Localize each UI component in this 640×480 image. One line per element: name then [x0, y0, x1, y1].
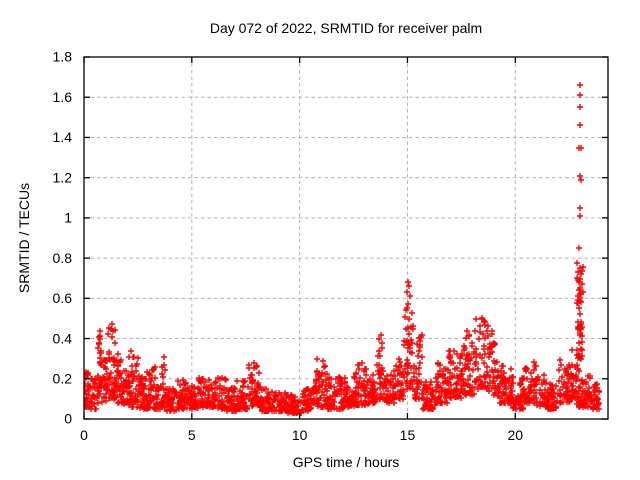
y-tick-label: 1.2 — [53, 169, 73, 185]
plot-border — [83, 56, 609, 420]
y-tick-label: 1.6 — [53, 89, 73, 105]
x-tick-label: 5 — [188, 427, 196, 443]
x-tick-labels: 0 5 10 15 20 — [80, 427, 523, 443]
x-tick-label: 10 — [292, 427, 308, 443]
y-tick-label: 0 — [64, 411, 72, 427]
y-tick-label: 1.8 — [53, 49, 73, 65]
y-tick-label: 0.4 — [53, 330, 73, 346]
x-tick-label: 20 — [507, 427, 523, 443]
y-axis-label: SRMTID / TECUs — [16, 183, 32, 293]
x-axis-label: GPS time / hours — [293, 454, 400, 470]
y-tick-label: 1.4 — [53, 129, 73, 145]
y-tick-label: 1 — [64, 210, 72, 226]
y-tick-labels: 0 0.2 0.4 0.6 0.8 1 1.2 1.4 1.6 1.8 — [53, 49, 73, 427]
x-tick-label: 15 — [400, 427, 416, 443]
data-points — [84, 82, 602, 416]
y-tick-label: 0.2 — [53, 370, 73, 386]
y-tick-label: 0.8 — [53, 250, 73, 266]
chart-title: Day 072 of 2022, SRMTID for receiver pal… — [210, 20, 482, 36]
series-markers — [84, 82, 602, 416]
y-tick-label: 0.6 — [53, 290, 73, 306]
grid-lines — [84, 57, 608, 419]
x-tick-label: 0 — [80, 427, 88, 443]
